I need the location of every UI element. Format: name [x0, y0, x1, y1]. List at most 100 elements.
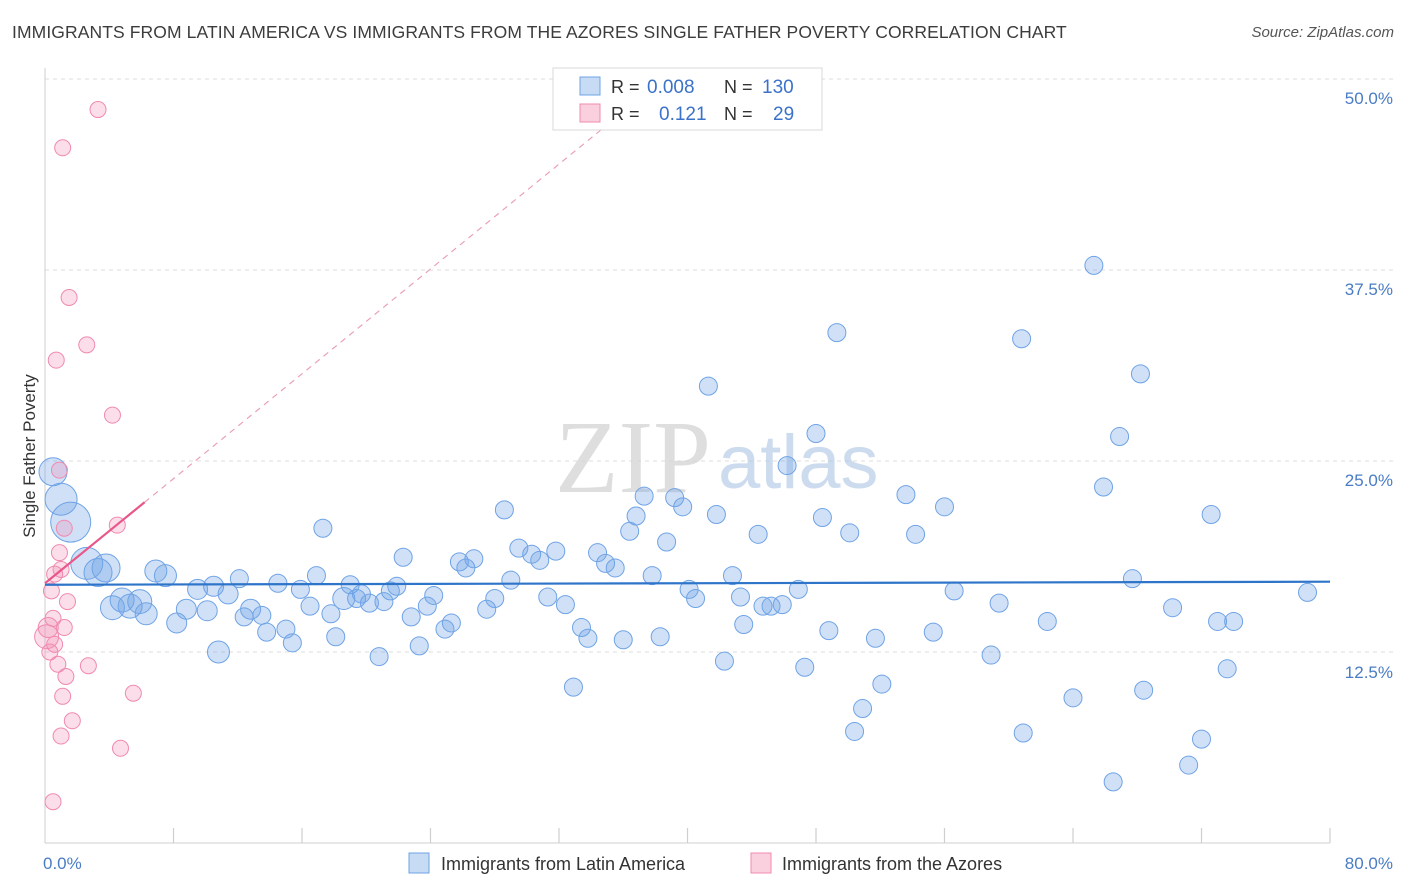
legend-label-latin-america[interactable]: Immigrants from Latin America	[441, 854, 686, 874]
latin-america-point	[819, 621, 839, 641]
latin-america-point	[229, 569, 249, 589]
latin-america-point	[634, 486, 654, 506]
azores-point	[37, 617, 59, 639]
y-tick-label: 37.5%	[1345, 280, 1393, 299]
latin-america-point	[795, 657, 815, 677]
legend-swatch-pink	[579, 103, 601, 123]
latin-america-point	[1013, 723, 1033, 743]
azores-point	[42, 582, 60, 600]
latin-america-point	[777, 456, 797, 476]
azores-point	[34, 624, 60, 650]
latin-america-point	[509, 538, 529, 558]
latin-america-point	[1201, 504, 1221, 524]
gridlines	[45, 78, 1395, 653]
azores-point	[58, 593, 76, 611]
latin-america-point	[409, 636, 429, 656]
latin-america-point	[1110, 427, 1130, 447]
y-tick-label: 12.5%	[1345, 663, 1393, 682]
latin-america-point	[865, 628, 885, 648]
watermark-zip: ZIP	[555, 400, 711, 515]
latin-america-point	[1103, 772, 1123, 792]
latin-america-point	[300, 596, 320, 616]
latin-america-point	[464, 549, 484, 569]
azores-point	[103, 406, 121, 424]
azores-point	[124, 684, 142, 702]
latin-america-point	[896, 485, 916, 505]
latin-america-point	[313, 518, 333, 538]
latin-america-point	[206, 640, 230, 664]
latin-america-point	[706, 504, 726, 524]
latin-america-point	[555, 595, 575, 615]
y-axis-title: Single Father Poverty	[20, 374, 39, 538]
latin-america-point	[196, 600, 218, 622]
latin-america-point	[981, 645, 1001, 665]
latin-america-point	[321, 604, 341, 624]
latin-america-point	[563, 677, 583, 697]
latin-america-point	[806, 423, 826, 443]
latin-america-point	[387, 576, 407, 596]
latin-america-point	[1298, 582, 1318, 602]
latin-america-point	[282, 633, 302, 653]
latin-america-point	[1063, 688, 1083, 708]
latin-america-point	[127, 589, 153, 615]
latin-america-point	[530, 550, 550, 570]
latin-america-point	[788, 579, 808, 599]
latin-america-point	[359, 593, 379, 613]
y-tick-labels: 50.0% 37.5% 25.0% 12.5%	[1345, 89, 1393, 682]
latin-america-point	[989, 593, 1009, 613]
latin-america-point	[393, 547, 413, 567]
latin-america-point	[872, 674, 892, 694]
azores-point	[50, 461, 68, 479]
latin-america-point	[906, 524, 926, 544]
watermark: ZIP atlas	[555, 400, 879, 515]
latin-america-point	[845, 721, 865, 741]
azores-point	[44, 609, 62, 627]
legend-swatch-azores[interactable]	[750, 852, 772, 874]
latin-america-point	[1192, 729, 1211, 749]
latin-america-point	[326, 627, 346, 647]
azores-trend-line	[44, 501, 146, 585]
latin-america-point	[1122, 569, 1142, 589]
azores-point	[79, 657, 97, 675]
azores-point	[57, 667, 75, 685]
azores-point	[44, 793, 62, 811]
legend-swatch-blue	[579, 76, 601, 96]
azores-point	[60, 289, 78, 307]
legend-n-value: 130	[762, 77, 794, 98]
legend-label-azores[interactable]: Immigrants from the Azores	[782, 854, 1002, 874]
legend-n-label: N =	[724, 77, 753, 97]
latin-america-point	[369, 647, 389, 667]
latin-america-point	[698, 376, 718, 396]
latin-america-point	[50, 501, 92, 543]
latin-america-point	[731, 587, 751, 607]
latin-america-point	[673, 497, 693, 517]
latin-america-point	[1012, 329, 1032, 349]
latin-america-point	[596, 553, 616, 573]
azores-point	[49, 655, 67, 673]
latin-america-point	[605, 558, 625, 578]
latin-america-point	[1037, 611, 1057, 631]
latin-america-point	[485, 589, 505, 609]
latin-america-point	[477, 599, 497, 619]
latin-america-point	[494, 500, 514, 520]
latin-america-point	[626, 506, 646, 526]
latin-america-point	[153, 564, 177, 588]
legend-r-label: R =	[611, 77, 640, 97]
source-label: Source: ZipAtlas.com	[1251, 24, 1394, 41]
latin-america-point	[1224, 611, 1244, 631]
latin-america-point	[686, 589, 706, 609]
legend-swatch-latin-america[interactable]	[408, 852, 430, 874]
latin-america-point	[546, 541, 566, 561]
latin-america-point	[613, 630, 633, 650]
azores-point	[55, 519, 73, 537]
latin-america-trend-line	[44, 580, 1331, 586]
axes	[44, 68, 1331, 844]
azores-point	[78, 336, 96, 354]
latin-america-point	[257, 622, 277, 642]
latin-america-point	[374, 592, 394, 612]
latin-america-point	[91, 553, 121, 583]
azores-point	[47, 351, 65, 369]
latin-america-point	[748, 524, 768, 544]
latin-america-point	[650, 627, 670, 647]
